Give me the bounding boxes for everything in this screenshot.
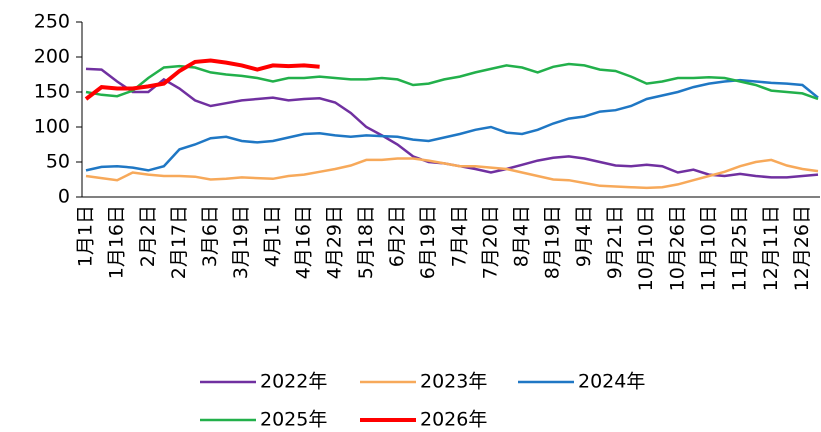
- x-tick-label: 4月16日: [293, 205, 315, 279]
- x-tick-label: 8月19日: [542, 205, 564, 279]
- y-tick-label: 50: [46, 151, 70, 173]
- x-tick-label: 4月29日: [324, 205, 346, 279]
- x-tick-label: 4月1日: [261, 205, 283, 267]
- y-tick-label: 150: [34, 81, 70, 103]
- y-tick-label: 100: [34, 116, 70, 138]
- x-tick-label: 7月4日: [448, 205, 470, 267]
- legend-label: 2022年: [260, 371, 327, 393]
- x-tick-label: 12月26日: [791, 205, 813, 291]
- series-line: [85, 157, 819, 190]
- legend-label: 2026年: [420, 409, 487, 431]
- series-line: [85, 78, 819, 172]
- x-tick-label: 12月11日: [760, 205, 782, 291]
- legend-label: 2023年: [420, 371, 487, 393]
- x-tick-label: 1月16日: [106, 205, 128, 279]
- x-tick-label: 10月10日: [635, 205, 657, 291]
- series-line: [85, 67, 819, 179]
- x-tick-label: 6月2日: [386, 205, 408, 267]
- y-tick-label: 0: [58, 186, 70, 208]
- x-tick-label: 10月26日: [666, 205, 688, 291]
- series-line: [84, 58, 320, 101]
- x-tick-label: 7月20日: [479, 205, 501, 279]
- x-tick-label: 1月1日: [75, 205, 97, 267]
- x-tick-label: 9月4日: [573, 205, 595, 267]
- y-tick-label: 250: [34, 11, 70, 33]
- x-tick-label: 5月18日: [355, 205, 377, 279]
- x-tick-label: 9月21日: [604, 205, 626, 279]
- legend-label: 2025年: [260, 409, 327, 431]
- x-tick-label: 2月2日: [137, 205, 159, 267]
- y-tick-label: 200: [34, 46, 70, 68]
- x-tick-label: 11月10日: [697, 205, 719, 291]
- x-tick-label: 3月6日: [199, 205, 221, 267]
- x-tick-label: 11月25日: [729, 205, 751, 291]
- x-tick-label: 3月19日: [230, 205, 252, 279]
- x-tick-label: 6月19日: [417, 205, 439, 279]
- legend-label: 2024年: [578, 371, 645, 393]
- series-line: [85, 62, 819, 101]
- x-tick-label: 8月4日: [511, 205, 533, 267]
- x-tick-label: 2月17日: [168, 205, 190, 279]
